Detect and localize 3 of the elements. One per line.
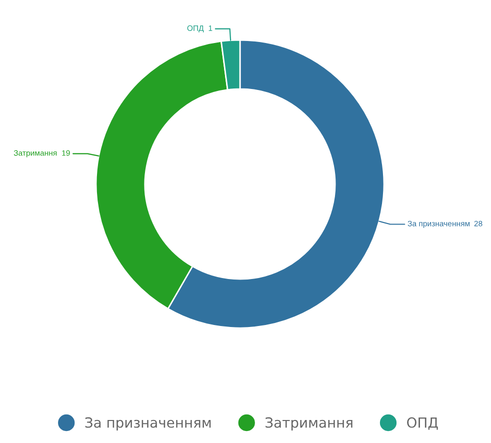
legend-label: Затримання — [266, 417, 352, 430]
legend-label: За призначенням — [85, 417, 211, 430]
legend-label: ОПД — [407, 417, 438, 430]
